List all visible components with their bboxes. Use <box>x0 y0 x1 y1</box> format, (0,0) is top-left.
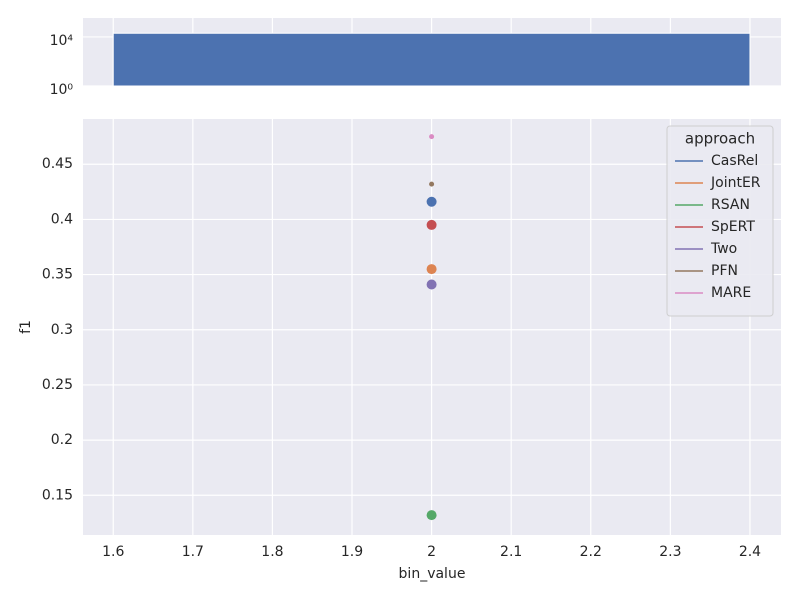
x-tick-label: 2 <box>427 544 436 560</box>
x-tick-label: 2.1 <box>500 544 522 560</box>
x-tick-label: 1.6 <box>102 544 124 560</box>
point <box>426 264 437 275</box>
legend-label: SpERT <box>711 219 755 235</box>
x-tick-label: 2.3 <box>659 544 681 560</box>
legend-label: RSAN <box>711 197 750 213</box>
y-tick-label: 0.25 <box>42 377 73 393</box>
x-tick-label: 2.2 <box>580 544 602 560</box>
y-axis-label: f1 <box>18 320 34 334</box>
y-tick-label: 0.45 <box>42 156 73 172</box>
y-tick-label: 0.4 <box>51 211 73 227</box>
legend-label: JointER <box>710 175 761 191</box>
point <box>426 219 437 230</box>
legend-label: MARE <box>711 285 751 301</box>
point <box>426 510 437 521</box>
x-tick-label: 1.7 <box>182 544 204 560</box>
legend-title: approach <box>685 130 755 148</box>
legend-label: CasRel <box>711 153 758 169</box>
y-tick-label: 10⁴ <box>50 33 74 49</box>
y-tick-label: 0.2 <box>51 432 73 448</box>
x-tick-label: 1.8 <box>261 544 283 560</box>
y-tick-label: 0.3 <box>51 322 73 338</box>
point <box>426 279 437 290</box>
legend-label: PFN <box>711 263 738 279</box>
point <box>426 196 437 207</box>
legend-box <box>666 125 774 317</box>
point <box>429 134 435 140</box>
legend: approach CasRel JointER RSAN SpERT Two PFN MARE <box>666 125 774 317</box>
y-tick-label: 10⁰ <box>50 82 74 98</box>
x-tick-label: 2.4 <box>739 544 761 560</box>
x-axis-label: bin_value <box>399 566 466 582</box>
legend-label: Two <box>710 241 737 257</box>
y-tick-label: 0.35 <box>42 267 73 283</box>
histogram-bar <box>112 32 751 87</box>
x-tick-label: 1.9 <box>341 544 363 560</box>
y-tick-label: 0.15 <box>42 487 73 503</box>
point <box>429 181 435 187</box>
